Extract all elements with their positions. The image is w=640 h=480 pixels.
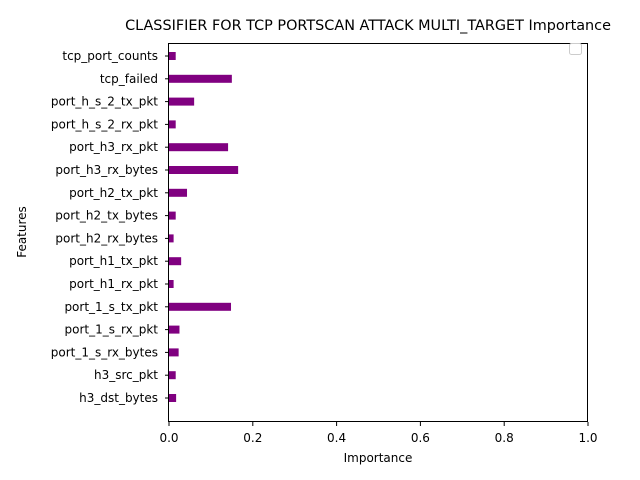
y-tick-label: port_h2_rx_bytes bbox=[55, 231, 158, 245]
y-tick-label: h3_dst_bytes bbox=[79, 391, 158, 405]
x-tick-label: 0.4 bbox=[327, 431, 346, 445]
y-tick-label: port_h3_rx_bytes bbox=[55, 163, 158, 177]
bar-port_1_s_rx_pkt bbox=[169, 325, 180, 334]
plot-frame bbox=[168, 43, 588, 422]
y-tick-label: port_h_s_2_tx_pkt bbox=[51, 95, 158, 109]
y-ticks-group: h3_dst_bytes h3_src_pkt port_1_s_rx_bytes p… bbox=[51, 49, 169, 405]
x-tick-label: 0.6 bbox=[411, 431, 430, 445]
chart-title: CLASSIFIER FOR TCP PORTSCAN ATTACK MULTI… bbox=[125, 18, 611, 34]
bar-port_h2_tx_pkt bbox=[169, 188, 188, 197]
y-tick-label: port_h_s_2_rx_pkt bbox=[51, 117, 158, 131]
bar-port_h3_rx_bytes bbox=[169, 166, 239, 174]
x-tick-label: 1.0 bbox=[578, 431, 597, 445]
bar-tcp_port_counts bbox=[169, 52, 176, 60]
y-tick-label: port_1_s_rx_bytes bbox=[51, 345, 158, 359]
y-tick-label: tcp_port_counts bbox=[62, 49, 158, 63]
bar-tcp_failed bbox=[169, 74, 232, 83]
x-tick-label: 0.0 bbox=[159, 431, 178, 445]
bar-port_h_s_2_tx_pkt bbox=[169, 97, 195, 106]
bar-h3_dst_bytes bbox=[169, 394, 177, 402]
y-tick-label: port_h2_tx_pkt bbox=[69, 186, 158, 200]
bar-port_h_s_2_rx_pkt bbox=[169, 120, 176, 129]
y-axis-label: Features bbox=[15, 206, 29, 258]
bar-port_h3_rx_pkt bbox=[169, 143, 229, 152]
bar-port_h1_rx_pkt bbox=[169, 280, 174, 288]
x-tick-label: 0.2 bbox=[243, 431, 262, 445]
y-tick-label: port_h1_rx_pkt bbox=[69, 277, 158, 291]
legend-box bbox=[569, 43, 582, 55]
y-tick-label: h3_src_pkt bbox=[94, 368, 158, 382]
bars-group bbox=[169, 52, 239, 402]
bar-h3_src_pkt bbox=[169, 371, 176, 380]
bar-port_h2_rx_bytes bbox=[169, 234, 174, 243]
x-tick-label: 0.8 bbox=[495, 431, 514, 445]
x-axis-label: Importance bbox=[344, 451, 413, 465]
bar-port_h1_tx_pkt bbox=[169, 257, 182, 266]
bar-port_h2_tx_bytes bbox=[169, 211, 176, 220]
y-tick-label: tcp_failed bbox=[100, 72, 158, 86]
x-ticks-group: 0.0 0.2 0.4 0.6 0.8 1.0 bbox=[159, 422, 598, 445]
y-tick-label: port_h1_tx_pkt bbox=[69, 254, 158, 268]
bar-port_1_s_tx_pkt bbox=[169, 302, 232, 311]
y-tick-label: port_h2_tx_bytes bbox=[55, 209, 158, 223]
y-tick-label: port_h3_rx_pkt bbox=[69, 140, 158, 154]
bar-port_1_s_rx_bytes bbox=[169, 348, 179, 357]
y-tick-label: port_1_s_tx_pkt bbox=[64, 300, 158, 314]
y-tick-label: port_1_s_rx_pkt bbox=[65, 323, 159, 337]
